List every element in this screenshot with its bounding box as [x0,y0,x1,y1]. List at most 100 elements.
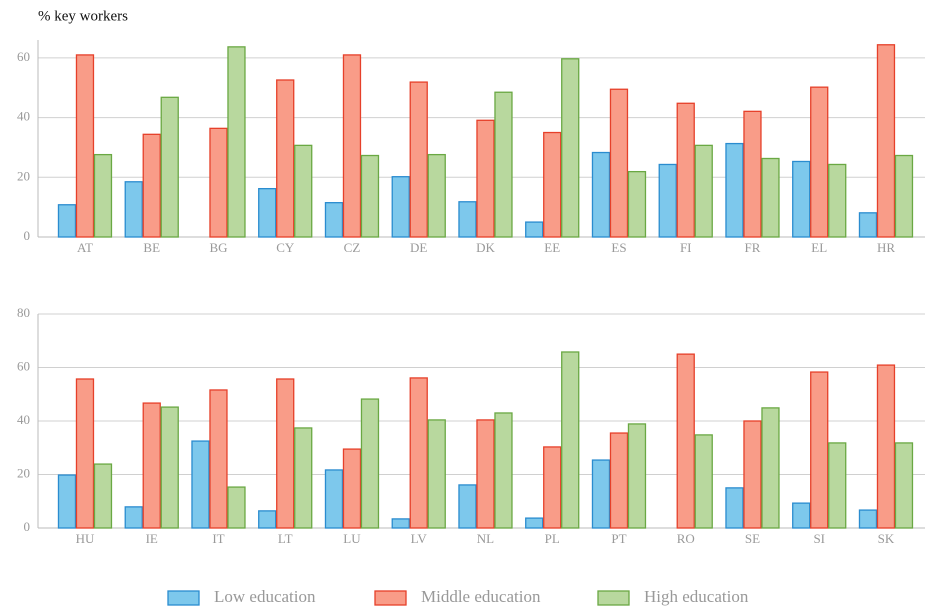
bar [227,486,246,529]
x-tick-label: BG [209,240,227,255]
bar [258,510,277,529]
bar [227,46,246,238]
bar [609,432,629,529]
bar [676,102,695,238]
legend-swatch [167,590,200,606]
bar [294,144,313,238]
y-tick-label: 20 [17,168,30,183]
y-tick-label: 20 [17,465,30,480]
x-tick-label: RO [677,531,695,546]
y-tick-label: 80 [17,305,30,320]
x-tick-label: LU [343,531,361,546]
bar [876,364,896,529]
bar [658,163,677,238]
legend-label: High education [644,587,749,606]
bar [409,81,428,238]
bar [191,440,210,529]
bar [561,58,580,238]
bar [476,419,495,529]
bar [458,484,477,529]
x-tick-label: CZ [344,240,361,255]
x-tick-label: ES [611,240,626,255]
bar [743,110,762,238]
bar [525,221,544,238]
bar [209,389,228,529]
bar [858,509,878,529]
x-tick-label: PL [545,531,560,546]
x-tick-label: LV [411,531,428,546]
y-tick-label: 60 [17,49,30,64]
bar [792,502,811,529]
x-tick-label: IE [146,531,158,546]
x-tick-label: PT [611,531,626,546]
bar [342,448,362,529]
bar [725,142,744,238]
bar [894,442,914,529]
bar [858,212,878,238]
bar [142,133,161,238]
bar [525,517,544,529]
x-tick-label: BE [143,240,160,255]
x-tick-label: FR [745,240,761,255]
legend-label: Low education [214,587,316,606]
bar [761,157,780,238]
bar [627,170,647,238]
bar [609,88,629,238]
bar [391,176,410,238]
x-tick-label: AT [77,240,93,255]
x-tick-label: HR [877,240,895,255]
bar [276,378,295,529]
bar [258,187,277,238]
bar [294,427,313,529]
bar [342,54,362,238]
bar [360,154,380,238]
x-tick-label: DE [410,240,427,255]
bar [360,398,380,529]
bar [324,202,344,238]
bar [828,163,847,238]
bar [591,151,611,238]
legend-swatch [374,590,407,606]
x-tick-label: SI [813,531,825,546]
x-tick-label: IT [212,531,224,546]
bar [160,406,179,529]
bar [494,91,513,238]
bar [694,434,713,529]
bar [124,181,143,238]
chart-title: % key workers [38,8,128,24]
bar [458,201,477,238]
bar [828,442,847,529]
bar [427,153,446,238]
bar [409,377,428,529]
bar [93,153,113,238]
x-tick-label: LT [278,531,293,546]
bar [427,419,446,529]
bar [160,96,179,238]
bar [391,518,410,529]
bar [209,127,228,238]
bar [543,446,562,529]
x-tick-label: FI [680,240,692,255]
bar [561,351,580,529]
bar [124,506,143,529]
bar [743,420,762,529]
x-tick-label: SK [878,531,895,546]
bar [810,86,829,238]
bar [276,79,295,238]
bar [810,371,829,529]
bar [792,160,811,238]
bar [894,154,914,238]
x-tick-label: NL [477,531,494,546]
bar [543,131,562,238]
y-tick-label: 0 [24,519,31,534]
bar [876,44,896,238]
y-tick-label: 0 [24,228,31,243]
bar [324,469,344,529]
bar [93,463,113,529]
y-tick-label: 60 [17,358,30,373]
bar [694,144,713,238]
x-tick-label: HU [76,531,95,546]
bar [494,412,513,529]
x-tick-label: EL [811,240,827,255]
